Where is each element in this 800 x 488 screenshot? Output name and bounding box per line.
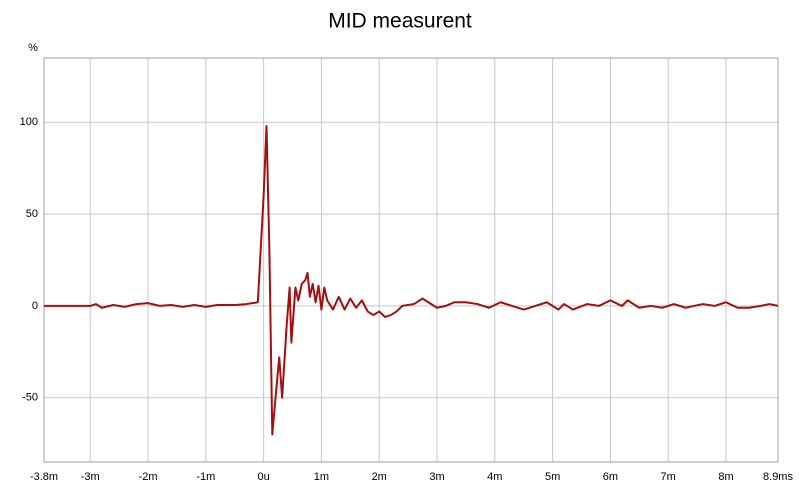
x-tick-label: -3m bbox=[81, 471, 100, 483]
x-tick-label: -2m bbox=[139, 471, 158, 483]
y-tick-label: -50 bbox=[22, 392, 38, 404]
y-tick-label: 100 bbox=[20, 116, 38, 128]
x-tick-label: 4m bbox=[487, 471, 502, 483]
x-tick-label: 6m bbox=[603, 471, 618, 483]
x-tick-label: -1m bbox=[196, 471, 215, 483]
x-tick-label: 8.9ms bbox=[763, 471, 793, 483]
chart-title: MID measurent bbox=[328, 10, 472, 33]
plot-frame bbox=[43, 57, 779, 463]
x-tick-label: 8m bbox=[718, 471, 733, 483]
x-tick-label: 5m bbox=[545, 471, 560, 483]
y-tick-label: 50 bbox=[26, 208, 38, 220]
x-tick-label: 2m bbox=[372, 471, 387, 483]
y-axis-label: % bbox=[28, 42, 38, 54]
data-line bbox=[44, 124, 779, 436]
x-tick-label: 0u bbox=[257, 471, 269, 483]
x-tick-label: -3.8m bbox=[30, 471, 58, 483]
x-tick-label: 7m bbox=[661, 471, 676, 483]
y-tick-label: 0 bbox=[32, 300, 38, 312]
x-tick-label: 1m bbox=[314, 471, 329, 483]
x-tick-label: 3m bbox=[429, 471, 444, 483]
